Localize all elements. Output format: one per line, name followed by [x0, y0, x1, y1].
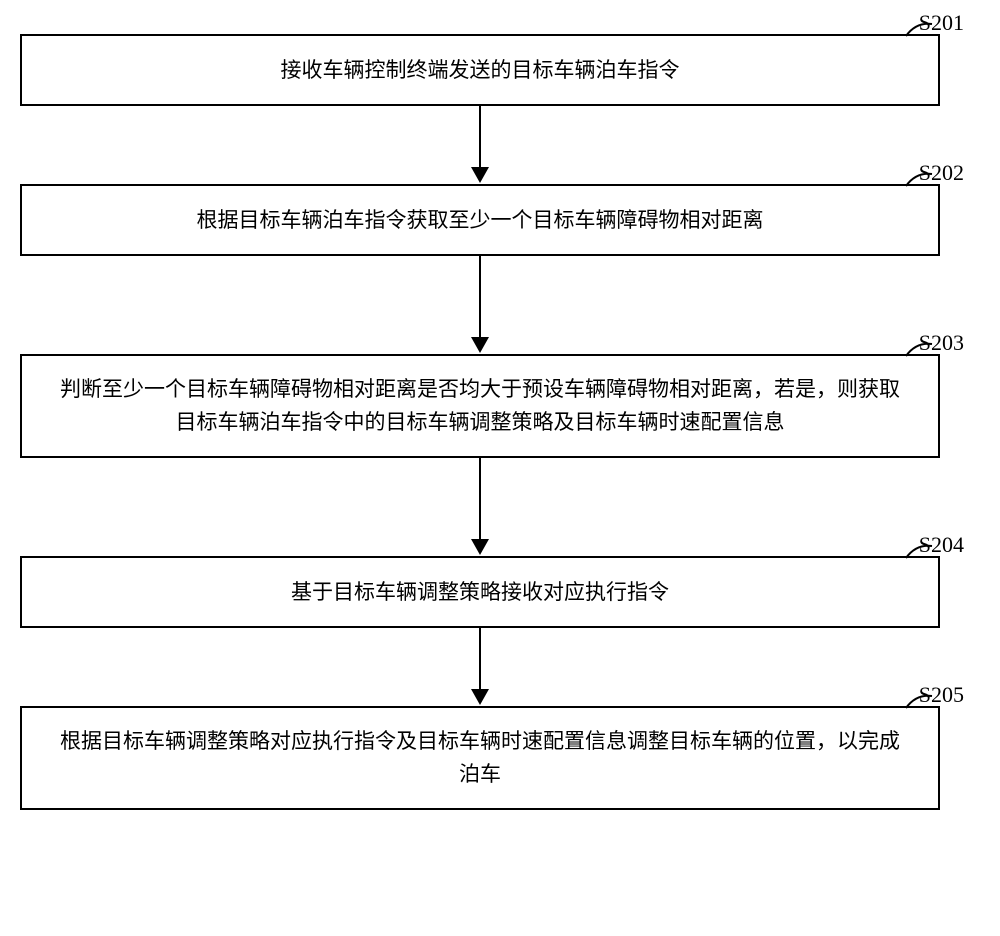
arrow-down-icon: [20, 628, 940, 706]
flow-step-s205: S205根据目标车辆调整策略对应执行指令及目标车辆时速配置信息调整目标车辆的位置…: [20, 706, 940, 810]
step-text: 根据目标车辆泊车指令获取至少一个目标车辆障碍物相对距离: [197, 204, 764, 237]
label-connector-arc: [902, 18, 938, 54]
step-text: 根据目标车辆调整策略对应执行指令及目标车辆时速配置信息调整目标车辆的位置，以完成…: [50, 725, 910, 790]
step-text: 接收车辆控制终端发送的目标车辆泊车指令: [281, 54, 680, 87]
arrow-down-icon: [20, 256, 940, 354]
flowchart-container: S201接收车辆控制终端发送的目标车辆泊车指令 S202根据目标车辆泊车指令获取至…: [20, 34, 940, 810]
flow-step-s204: S204基于目标车辆调整策略接收对应执行指令: [20, 556, 940, 628]
step-text: 基于目标车辆调整策略接收对应执行指令: [291, 576, 669, 609]
flow-step-s202: S202根据目标车辆泊车指令获取至少一个目标车辆障碍物相对距离: [20, 184, 940, 256]
arrow-down-icon: [20, 106, 940, 184]
label-connector-arc: [902, 338, 938, 374]
flow-step-s203: S203判断至少一个目标车辆障碍物相对距离是否均大于预设车辆障碍物相对距离，若是…: [20, 354, 940, 458]
label-connector-arc: [902, 690, 938, 726]
label-connector-arc: [902, 168, 938, 204]
flow-step-s201: S201接收车辆控制终端发送的目标车辆泊车指令: [20, 34, 940, 106]
label-connector-arc: [902, 540, 938, 576]
step-text: 判断至少一个目标车辆障碍物相对距离是否均大于预设车辆障碍物相对距离，若是，则获取…: [50, 373, 910, 438]
arrow-down-icon: [20, 458, 940, 556]
